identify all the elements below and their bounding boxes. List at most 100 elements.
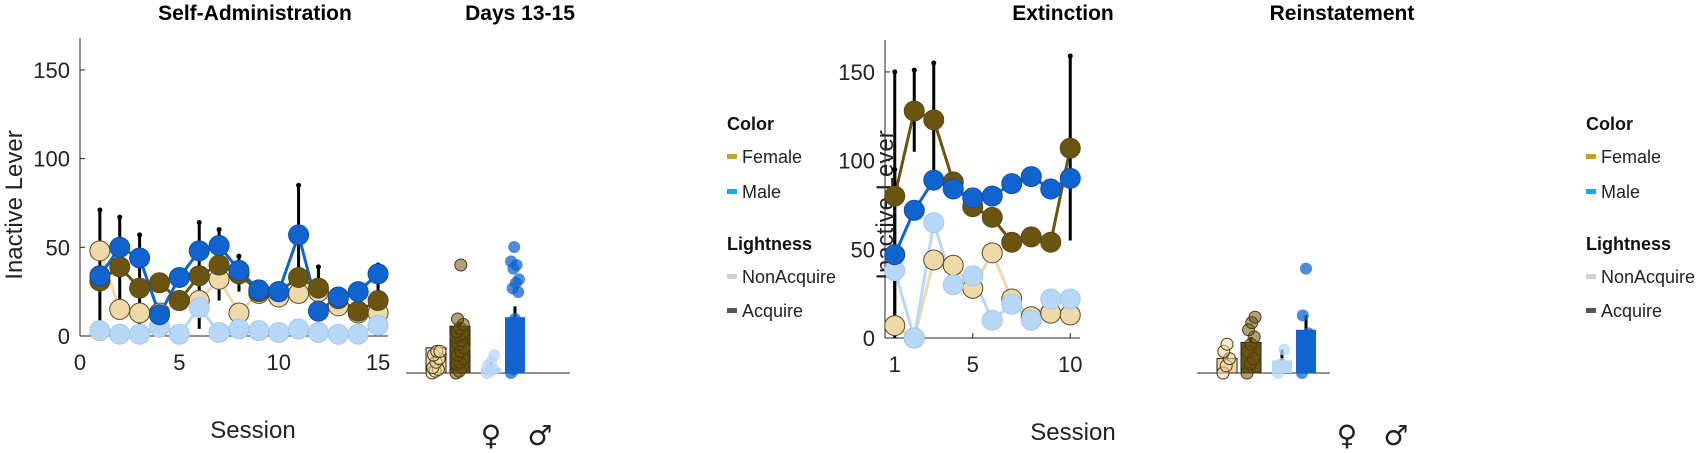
panel-title-self-admin: Self-Administration <box>158 2 352 25</box>
extinction-point-male_acquire-9 <box>1059 167 1081 189</box>
xlabel-self-admin: Session <box>210 417 295 444</box>
extinction-line-female_acquire <box>893 108 1072 245</box>
legend-swatch-nonacquire <box>727 274 737 279</box>
self_admin-errcap-female_acquire-0 <box>97 207 103 213</box>
ylabel-self-admin: Inactive Lever <box>1 130 28 279</box>
self_admin-point-female_acquire-4 <box>168 290 190 312</box>
extinction-ytick-label-2: 100 <box>838 149 875 174</box>
self_admin-point-male_nonacquire-10 <box>288 318 310 340</box>
legend-color-title-2: Color <box>1586 114 1633 134</box>
reinstatement-dot-male_nonacquire-2 <box>1278 343 1291 356</box>
days_13_15-dot-male_acquire-1 <box>508 363 521 376</box>
extinction-point-male_acquire-5 <box>981 185 1003 207</box>
days_13_15-dot-male_acquire-3 <box>505 327 518 340</box>
extinction-point-female_nonacquire-3 <box>942 254 964 276</box>
extinction-ytick-label-1: 50 <box>851 237 875 262</box>
category-male-reinst: ♂ <box>1383 419 1408 452</box>
extinction-point-male_nonacquire-4 <box>962 265 984 287</box>
self_admin-errcap-male_acquire-10 <box>296 182 302 188</box>
self_admin-errcap-female_acquire-6 <box>216 227 222 233</box>
extinction-point-female_acquire-0 <box>884 185 906 207</box>
extinction-point-female_acquire-2 <box>923 109 945 131</box>
extinction-point-male_nonacquire-3 <box>942 274 964 296</box>
legend-nonacquire: NonAcquire <box>742 267 836 287</box>
self_admin-point-female_acquire-1 <box>109 256 131 278</box>
extinction-point-male_nonacquire-1 <box>903 327 925 349</box>
extinction-point-male_acquire-1 <box>903 199 925 221</box>
legend-female: Female <box>742 147 802 167</box>
extinction-point-female_nonacquire-0 <box>884 315 906 337</box>
self_admin-point-male_nonacquire-0 <box>89 320 111 342</box>
extinction-point-male_nonacquire-5 <box>981 309 1003 331</box>
self_admin-point-male_nonacquire-7 <box>228 318 250 340</box>
legend-swatch-acquire <box>727 308 737 313</box>
extinction-point-male_nonacquire-2 <box>923 212 945 234</box>
extinction-point-male_acquire-3 <box>942 178 964 200</box>
extinction-errcap-male_acquire-0 <box>892 166 898 172</box>
legend-acquire-2: Acquire <box>1601 301 1662 321</box>
self_admin-point-male_acquire-10 <box>288 224 310 246</box>
extinction-xtick-label-1: 5 <box>967 352 979 377</box>
extinction-point-female_acquire-7 <box>1020 226 1042 248</box>
self_admin-xtick-label-3: 15 <box>366 350 390 375</box>
self_admin-point-female_acquire-2 <box>129 277 151 299</box>
self_admin-ytick-label-3: 150 <box>33 58 70 83</box>
self_admin-point-female_acquire-3 <box>148 272 170 294</box>
extinction-point-male_acquire-6 <box>1001 173 1023 195</box>
self_admin-point-male_acquire-14 <box>367 263 389 285</box>
days_13_15-dot-female_nonacquire-8 <box>433 344 447 358</box>
self_admin-point-male_nonacquire-12 <box>327 323 349 345</box>
legend-swatch-female-2 <box>1586 154 1596 159</box>
self_admin-point-male_nonacquire-6 <box>208 321 230 343</box>
self_admin-point-male_nonacquire-11 <box>307 321 329 343</box>
days_13_15-dot-male_acquire-11 <box>505 255 517 268</box>
self_admin-point-female_nonacquire-2 <box>129 302 151 324</box>
self_admin-point-female_acquire-10 <box>288 266 310 288</box>
legend-swatch-female <box>727 154 737 159</box>
extinction-point-male_acquire-8 <box>1040 178 1062 200</box>
reinstatement-dot-male_nonacquire-1 <box>1275 358 1288 370</box>
extinction-point-male_acquire-0 <box>884 244 906 266</box>
legend-swatch-acquire-2 <box>1586 308 1596 313</box>
self_admin-ytick-label-1: 50 <box>46 235 70 260</box>
self_admin-ytick-label-2: 100 <box>33 147 70 172</box>
extinction-point-male_acquire-4 <box>962 187 984 209</box>
reinstatement-dot-male_acquire-3 <box>1296 309 1309 322</box>
legend-female-2: Female <box>1601 147 1661 167</box>
legend-left: Color Female Male Lightness NonAcquire A… <box>727 114 836 321</box>
self_admin-point-male_acquire-12 <box>327 286 349 308</box>
xlabel-extinction: Session <box>1030 419 1115 446</box>
extinction-ytick-label-3: 150 <box>838 60 875 85</box>
extinction-point-female_acquire-1 <box>903 100 925 122</box>
legend-male-2: Male <box>1601 182 1640 202</box>
self_admin-point-male_nonacquire-8 <box>248 320 270 342</box>
category-female-reinst: ♀ <box>1337 419 1358 452</box>
self_admin-point-male_nonacquire-9 <box>268 321 290 343</box>
self_admin-point-male_nonacquire-1 <box>109 323 131 345</box>
self_admin-errcap-female_acquire-5 <box>196 219 202 225</box>
self_admin-point-male_acquire-8 <box>248 279 270 301</box>
self_admin-point-male_nonacquire-13 <box>347 323 369 345</box>
self_admin-xtick-label-0: 0 <box>74 350 86 375</box>
legend-male: Male <box>742 182 781 202</box>
panel-title-extinction: Extinction <box>1012 2 1114 25</box>
self_admin-point-male_nonacquire-2 <box>129 323 151 345</box>
extinction-point-female_acquire-8 <box>1040 231 1062 253</box>
legend-swatch-male-2 <box>1586 189 1596 194</box>
days_13_15-dot-female_acquire-18 <box>454 258 468 272</box>
extinction-errcap-female_acquire-2 <box>931 60 937 66</box>
self_admin-point-female_acquire-11 <box>307 277 329 299</box>
legend-swatch-nonacquire-2 <box>1586 274 1596 279</box>
extinction-point-male_nonacquire-9 <box>1059 288 1081 310</box>
extinction-errcap-female_acquire-0 <box>892 69 898 75</box>
legend-lightness-title: Lightness <box>727 234 812 254</box>
self_admin-ytick-label-0: 0 <box>58 324 70 349</box>
legend-right: Color Female Male Lightness NonAcquire A… <box>1586 114 1695 321</box>
self_admin-point-female_acquire-13 <box>347 300 369 322</box>
self_admin-point-male_acquire-11 <box>307 300 329 322</box>
reinstatement-dot-female_acquire-8 <box>1248 310 1262 324</box>
extinction-point-male_nonacquire-6 <box>1001 293 1023 315</box>
self_admin-errcap-female_acquire-1 <box>117 214 123 220</box>
extinction-xtick-label-0: 1 <box>889 352 901 377</box>
